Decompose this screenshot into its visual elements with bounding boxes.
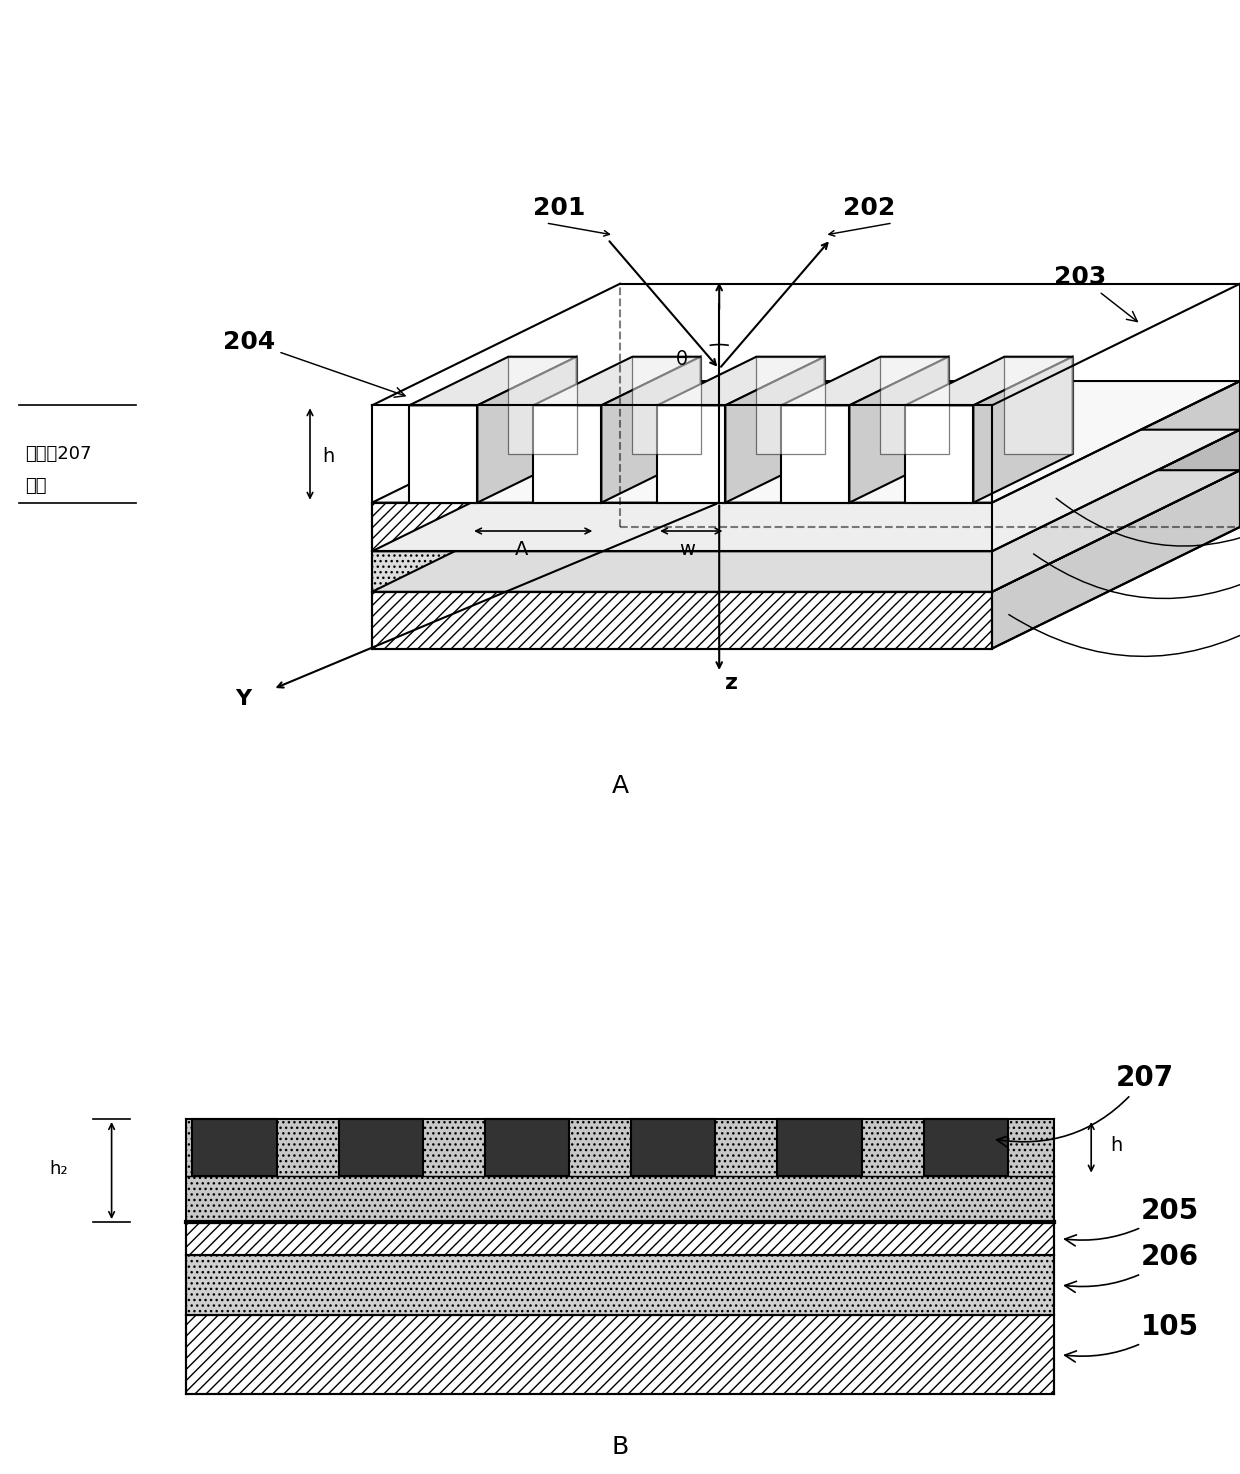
Polygon shape xyxy=(657,405,725,503)
Polygon shape xyxy=(1004,357,1073,454)
Text: 光栅区207: 光栅区207 xyxy=(25,445,92,463)
Text: h₂: h₂ xyxy=(50,1160,68,1178)
Polygon shape xyxy=(992,470,1240,649)
Text: 201: 201 xyxy=(533,196,585,220)
Text: A: A xyxy=(611,774,629,799)
Polygon shape xyxy=(186,1315,1054,1394)
Polygon shape xyxy=(409,357,577,405)
Polygon shape xyxy=(849,357,949,503)
Polygon shape xyxy=(756,357,825,454)
Polygon shape xyxy=(477,357,577,503)
Polygon shape xyxy=(485,1119,569,1176)
Polygon shape xyxy=(880,357,949,454)
Polygon shape xyxy=(657,357,825,405)
Polygon shape xyxy=(781,405,849,503)
Polygon shape xyxy=(533,405,601,503)
Polygon shape xyxy=(372,591,992,649)
Polygon shape xyxy=(781,357,949,405)
Polygon shape xyxy=(601,357,701,503)
Text: 203: 203 xyxy=(1054,265,1137,321)
Polygon shape xyxy=(973,357,1073,503)
Text: 207: 207 xyxy=(997,1064,1174,1147)
Polygon shape xyxy=(905,405,973,503)
Text: 基底: 基底 xyxy=(25,478,46,495)
Polygon shape xyxy=(372,430,1240,551)
Text: θ: θ xyxy=(676,349,688,368)
Polygon shape xyxy=(905,357,1073,405)
Text: 202: 202 xyxy=(843,196,895,220)
Polygon shape xyxy=(632,357,701,454)
Polygon shape xyxy=(372,470,1240,591)
Text: 206: 206 xyxy=(1065,1243,1199,1293)
Polygon shape xyxy=(186,1222,1054,1254)
Polygon shape xyxy=(409,405,477,503)
Polygon shape xyxy=(186,1254,1054,1315)
Polygon shape xyxy=(192,1119,277,1176)
Polygon shape xyxy=(372,382,1240,503)
Polygon shape xyxy=(533,357,701,405)
Text: 204: 204 xyxy=(223,330,405,397)
Polygon shape xyxy=(992,430,1240,591)
Text: 205: 205 xyxy=(1065,1197,1199,1246)
Polygon shape xyxy=(372,551,992,591)
Text: h: h xyxy=(322,447,335,466)
Polygon shape xyxy=(372,503,992,551)
Text: Y: Y xyxy=(236,690,252,709)
Text: z: z xyxy=(725,674,738,693)
Polygon shape xyxy=(631,1119,715,1176)
Text: 105: 105 xyxy=(1065,1313,1199,1362)
Polygon shape xyxy=(725,357,825,503)
Polygon shape xyxy=(992,382,1240,551)
Text: h: h xyxy=(1110,1135,1122,1154)
Text: B: B xyxy=(611,1436,629,1459)
Polygon shape xyxy=(508,357,577,454)
Text: w: w xyxy=(680,541,694,559)
Polygon shape xyxy=(186,1119,1054,1222)
Polygon shape xyxy=(777,1119,862,1176)
Polygon shape xyxy=(339,1119,423,1176)
Text: Λ: Λ xyxy=(515,541,528,559)
Polygon shape xyxy=(924,1119,1008,1176)
